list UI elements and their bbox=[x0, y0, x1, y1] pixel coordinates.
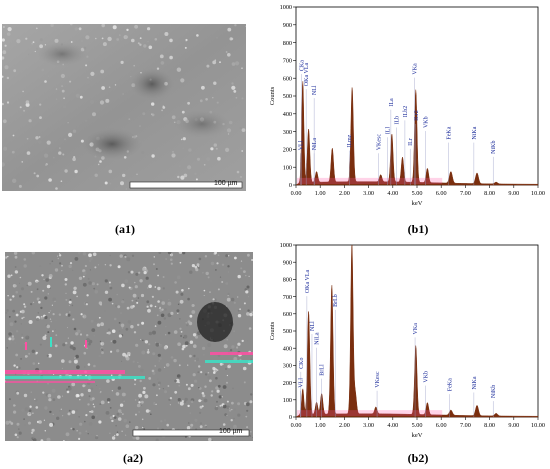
peak-label: ILr2 bbox=[414, 110, 420, 121]
y-tick-label: 900 bbox=[283, 22, 292, 29]
y-tick-label: 0 bbox=[289, 182, 292, 189]
y-tick-label: 700 bbox=[283, 58, 292, 65]
peak-label: BrLl bbox=[319, 364, 325, 376]
peak-label: NLl bbox=[312, 85, 318, 95]
peak-label: NiKa bbox=[472, 126, 478, 139]
peak-label: VKesc bbox=[376, 134, 382, 151]
peak-label: CKa bbox=[299, 60, 305, 71]
x-tick-label: 0.00 bbox=[291, 422, 302, 429]
peak-label: FeKa bbox=[446, 126, 452, 139]
peak-label: ILl bbox=[385, 127, 391, 135]
peak-label: VKb bbox=[423, 371, 429, 383]
caption-b2: (b2) bbox=[407, 451, 429, 465]
x-tick-label: 8.00 bbox=[484, 190, 495, 197]
y-tick-label: 600 bbox=[283, 75, 292, 82]
x-tick-label: 1.00 bbox=[315, 190, 326, 197]
spectrum-b1: 0 100 200 300 400 500 600 700 800 900 1000 0.00 1.00… bbox=[256, 0, 550, 215]
peak-label: VLl bbox=[298, 378, 304, 388]
x-tick-label: 5.00 bbox=[412, 190, 423, 197]
peak-label: ILa bbox=[389, 98, 395, 107]
peak-label: ILmz bbox=[347, 134, 353, 147]
y-tick-label: 100 bbox=[283, 397, 292, 404]
peak-label: OKa VLa bbox=[304, 62, 310, 86]
peak-label: BrLb bbox=[333, 294, 339, 307]
spectrum-curve bbox=[295, 244, 539, 418]
y-tick-label: 400 bbox=[283, 345, 292, 352]
y-tick-label: 0 bbox=[289, 414, 292, 421]
peak-label: NiKb bbox=[491, 385, 497, 398]
y-tick-label: 900 bbox=[283, 259, 292, 266]
x-tick-label: 4.00 bbox=[387, 422, 398, 429]
sem-image-a2-graphic bbox=[5, 252, 253, 441]
x-tick-label: 10.00 bbox=[531, 422, 545, 429]
y-axis-label: Counts bbox=[269, 86, 276, 105]
spectrum-b1-plot: 0 100 200 300 400 500 600 700 800 900 1000 0.00 1.00… bbox=[269, 4, 545, 207]
y-tick-label: 600 bbox=[283, 311, 292, 318]
peak-label: NiLa bbox=[312, 138, 318, 151]
x-tick-label: 4.00 bbox=[387, 190, 398, 197]
x-tick-label: 8.00 bbox=[484, 422, 495, 429]
x-tick-label: 9.00 bbox=[508, 422, 519, 429]
y-tick-label: 200 bbox=[283, 147, 292, 154]
caption-a1: (a1) bbox=[115, 222, 135, 236]
peak-label: VKa bbox=[413, 323, 419, 335]
peak-label: NiLa bbox=[315, 332, 321, 345]
x-axis-label: keV bbox=[412, 200, 423, 207]
caption-b1: (b1) bbox=[407, 222, 429, 236]
x-tick-label: 9.00 bbox=[508, 190, 519, 197]
x-tick-label: 10.00 bbox=[531, 190, 545, 197]
peak-label: VKesc bbox=[375, 371, 381, 388]
scalebar-a2 bbox=[132, 429, 250, 437]
peak-label: FeKa bbox=[448, 378, 454, 391]
x-tick-label: 3.00 bbox=[363, 422, 374, 429]
scalebar-label-a2: 100 µm bbox=[219, 428, 243, 435]
baseline-tint bbox=[297, 410, 443, 416]
y-tick-label: 300 bbox=[283, 363, 292, 370]
spectrum-curve bbox=[295, 81, 539, 186]
x-tick-label: 1.00 bbox=[315, 422, 326, 429]
x-tick-label: 3.00 bbox=[363, 190, 374, 197]
y-tick-label: 700 bbox=[283, 294, 292, 301]
x-tick-label: 7.00 bbox=[460, 190, 471, 197]
peak-label: ILr bbox=[408, 138, 414, 146]
peak-label: NLl bbox=[310, 321, 316, 331]
y-tick-label: 1000 bbox=[280, 242, 292, 249]
peak-label: OKa VLa bbox=[305, 269, 311, 293]
x-tick-label: 5.00 bbox=[412, 422, 423, 429]
sem-image-a1: 100 µm bbox=[2, 24, 246, 191]
x-tick-label: 2.00 bbox=[339, 422, 350, 429]
y-tick-label: 100 bbox=[283, 164, 292, 171]
y-tick-label: 500 bbox=[283, 93, 292, 100]
y-tick-label: 800 bbox=[283, 277, 292, 284]
spectrum-b2-plot: 0 100 200 300 400 500 600 700 800 900 1000 0.00 1.00… bbox=[269, 242, 545, 439]
x-tick-label: 7.00 bbox=[460, 422, 471, 429]
y-axis-label: Counts bbox=[269, 321, 276, 340]
peak-label: ILb bbox=[394, 116, 400, 125]
x-axis-label: keV bbox=[412, 432, 423, 439]
y-tick-label: 500 bbox=[283, 328, 292, 335]
x-tick-label: 2.00 bbox=[339, 190, 350, 197]
peak-label: NiKa bbox=[472, 376, 478, 389]
peak-label: VKa bbox=[413, 63, 419, 75]
scalebar-label-a1: 100 µm bbox=[214, 180, 238, 187]
scalebar-a1 bbox=[129, 181, 243, 189]
peak-label: CKo bbox=[299, 357, 305, 368]
x-tick-label: 0.00 bbox=[291, 190, 302, 197]
peak-label: NiKb bbox=[491, 141, 497, 154]
peak-label: VKb bbox=[423, 116, 429, 128]
y-tick-label: 400 bbox=[283, 111, 292, 118]
baseline-tint bbox=[297, 177, 443, 184]
spectrum-b2: 0 100 200 300 400 500 600 700 800 900 1000 0.00 1.00… bbox=[256, 240, 550, 448]
x-tick-label: 6.00 bbox=[436, 422, 447, 429]
y-tick-label: 800 bbox=[283, 40, 292, 47]
y-tick-label: 300 bbox=[283, 129, 292, 136]
peak-label: ILb2 bbox=[403, 106, 409, 118]
x-tick-label: 6.00 bbox=[436, 190, 447, 197]
y-tick-label: 1000 bbox=[280, 4, 292, 11]
y-tick-label: 200 bbox=[283, 380, 292, 387]
sem-image-a1-graphic bbox=[2, 24, 246, 191]
sem-image-a2: 100 µm bbox=[5, 252, 253, 441]
peak-label: VLl bbox=[298, 140, 304, 150]
caption-a2: (a2) bbox=[123, 451, 143, 465]
